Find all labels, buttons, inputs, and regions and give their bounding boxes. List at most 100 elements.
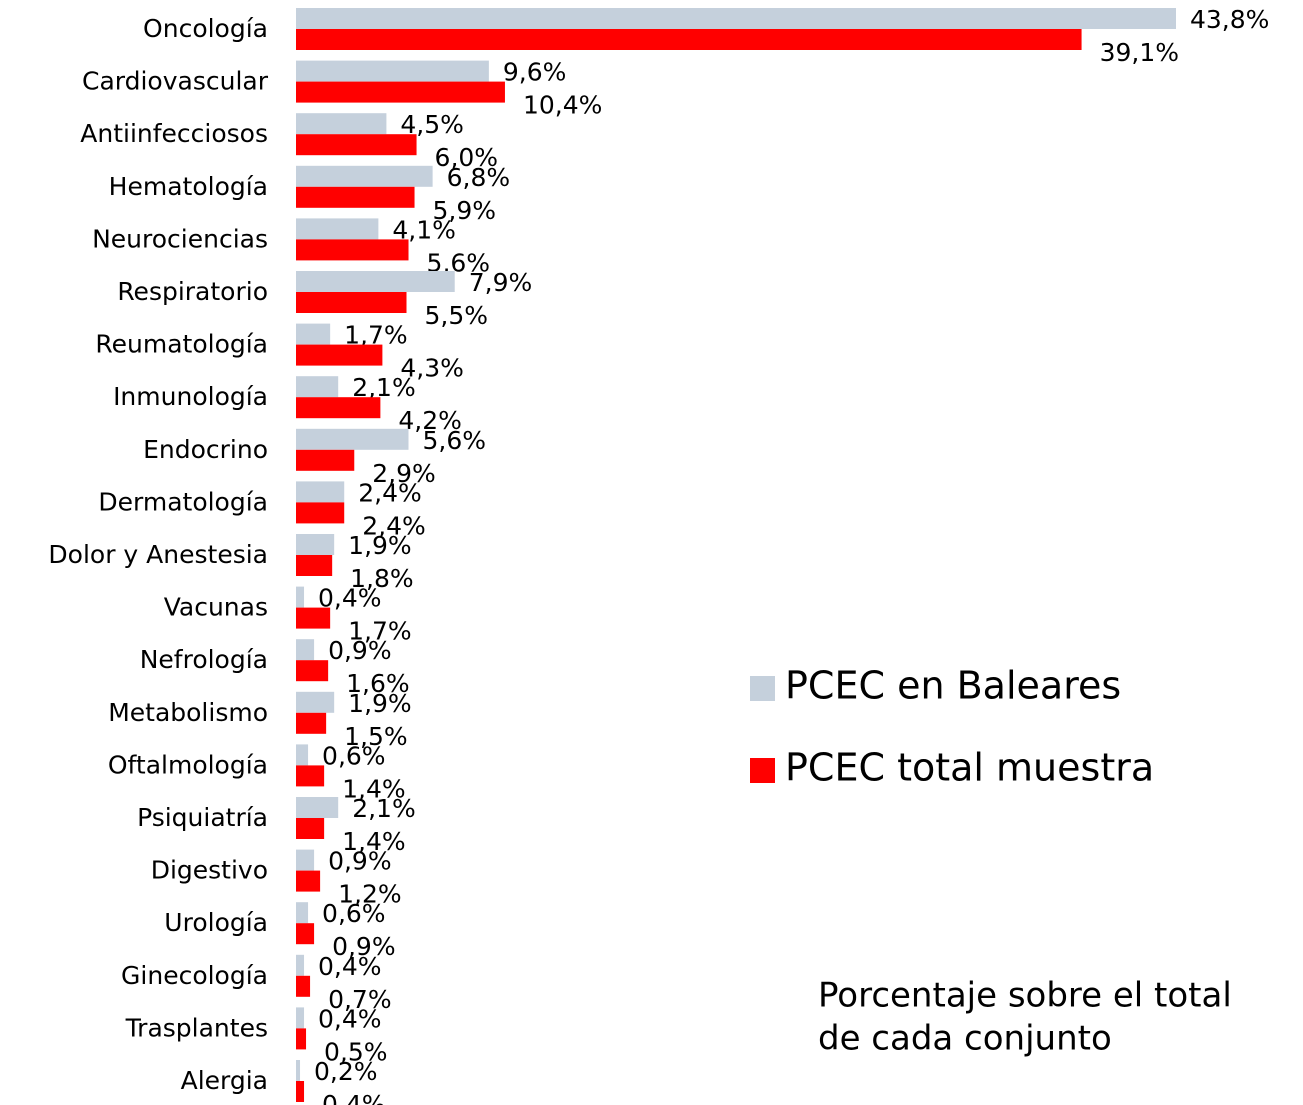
annotation: de cada conjunto [818, 1019, 1112, 1059]
category-label: Nefrología [140, 645, 268, 674]
bar [296, 218, 379, 240]
bar [296, 60, 489, 82]
category-label: Alergia [181, 1066, 268, 1095]
value-label: 0,4% [318, 1004, 382, 1033]
bar [296, 555, 333, 576]
bar [296, 765, 325, 787]
value-label: 1,7% [348, 617, 412, 646]
value-label: 0,9% [328, 847, 392, 876]
bar [296, 1060, 301, 1081]
value-label: 2,4% [358, 478, 422, 507]
legend-swatch [750, 676, 775, 701]
value-label: 5,9% [433, 196, 497, 225]
category-label: Vacunas [164, 593, 268, 622]
legend-swatch [750, 758, 775, 783]
category-label: Urología [164, 908, 268, 937]
category-label: Reumatología [95, 330, 268, 359]
category-label: Dermatología [98, 487, 268, 516]
value-label: 1,9% [348, 531, 412, 560]
value-label: 0,7% [328, 985, 392, 1014]
category-label: Respiratorio [117, 277, 268, 306]
category-label: Cardiovascular [82, 67, 269, 96]
legend-label: PCEC total muestra [785, 746, 1154, 790]
value-label: 0,5% [324, 1037, 388, 1066]
bar [296, 607, 331, 629]
value-label: 39,1% [1100, 38, 1179, 67]
value-label: 5,6% [423, 426, 487, 455]
value-label: 2,9% [372, 459, 436, 488]
category-label: Hematología [109, 172, 268, 201]
value-label: 1,5% [344, 722, 408, 751]
bar [296, 186, 415, 208]
category-label: Dolor y Anestesia [48, 540, 268, 569]
bar [296, 397, 381, 419]
value-label: 6,0% [435, 143, 499, 172]
value-label: 43,8% [1190, 5, 1269, 34]
value-label: 1,9% [348, 689, 412, 718]
category-label: Digestivo [151, 856, 268, 885]
value-label: 0,2% [314, 1057, 378, 1086]
bar [296, 292, 407, 313]
bar [296, 239, 409, 261]
bar [296, 1028, 307, 1050]
category-label: Metabolismo [108, 698, 268, 727]
bar [296, 975, 311, 997]
bar [296, 8, 1176, 29]
bar [296, 534, 335, 555]
bar [296, 1081, 305, 1102]
bar [296, 81, 505, 103]
category-label: Psiquiatría [137, 803, 268, 832]
value-label: 0,6% [322, 899, 386, 928]
category-label: Oncología [143, 14, 268, 43]
category-label: Oftalmología [108, 750, 268, 779]
bar [296, 344, 383, 366]
value-label: 5,5% [425, 301, 489, 330]
value-label: 1,6% [346, 669, 410, 698]
bar [296, 902, 309, 924]
bar [296, 849, 315, 871]
value-label: 7,9% [469, 268, 533, 297]
bar [296, 586, 305, 608]
category-label: Neurociencias [92, 224, 268, 253]
bar [296, 376, 339, 398]
legend-label: PCEC en Baleares [785, 664, 1121, 708]
bar [296, 323, 331, 345]
category-label: Antiinfecciosos [80, 119, 268, 148]
value-label: 0,4% [318, 952, 382, 981]
bar [296, 481, 345, 503]
value-label: 4,2% [398, 406, 462, 435]
category-label: Inmunología [113, 382, 268, 411]
bar [296, 639, 315, 661]
bar [296, 954, 305, 976]
bar [296, 712, 327, 734]
bar [296, 660, 329, 682]
value-label: 1,2% [338, 880, 402, 909]
value-label: 0,9% [328, 636, 392, 665]
value-label: 1,4% [342, 827, 406, 856]
value-label: 9,6% [503, 58, 567, 87]
value-label: 2,4% [362, 511, 426, 540]
bar [296, 870, 321, 892]
bar [296, 744, 309, 766]
bar [296, 1007, 305, 1029]
bar [296, 271, 455, 292]
value-label: 2,1% [352, 794, 416, 823]
value-label: 4,3% [400, 354, 464, 383]
value-label: 0,6% [322, 741, 386, 770]
value-label: 1,8% [350, 564, 414, 593]
category-label: Endocrino [143, 435, 268, 464]
value-label: 1,4% [342, 774, 406, 803]
bar [296, 29, 1082, 50]
bar [296, 428, 409, 450]
bar [296, 923, 315, 945]
category-label: Trasplantes [125, 1013, 268, 1042]
annotation: Porcentaje sobre el total [818, 976, 1232, 1016]
bar [296, 691, 335, 713]
bar [296, 165, 433, 187]
bar [296, 449, 355, 471]
bar [296, 502, 345, 524]
category-label: Ginecología [121, 961, 268, 990]
bar [296, 134, 417, 156]
